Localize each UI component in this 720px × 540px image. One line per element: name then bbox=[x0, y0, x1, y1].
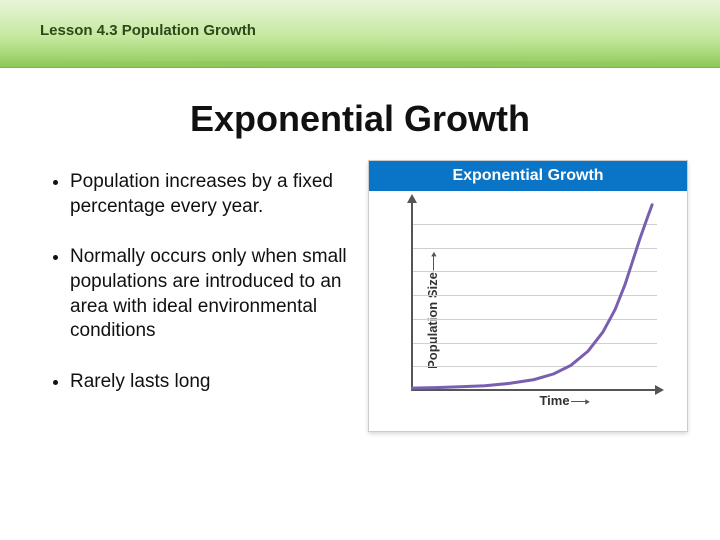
chart-title: Exponential Growth bbox=[369, 161, 687, 191]
lesson-label: Lesson 4.3 Population Growth bbox=[40, 22, 256, 39]
bullet-item: Normally occurs only when small populati… bbox=[70, 245, 350, 344]
bullet-item: Population increases by a fixed percenta… bbox=[70, 170, 350, 219]
bullet-list: Population increases by a fixed percenta… bbox=[52, 160, 356, 432]
x-axis-label: Time bbox=[411, 393, 675, 409]
exponential-curve bbox=[411, 201, 657, 391]
lesson-header-banner: Lesson 4.3 Population Growth bbox=[0, 0, 720, 68]
slide-title: Exponential Growth bbox=[0, 98, 720, 140]
slide-content: Population increases by a fixed percenta… bbox=[0, 140, 720, 432]
bullet-item: Rarely lasts long bbox=[70, 370, 350, 395]
chart-card: Exponential Growth Population Size Time bbox=[368, 160, 688, 432]
chart-body: Population Size Time bbox=[369, 191, 687, 431]
plot-area bbox=[411, 201, 657, 391]
